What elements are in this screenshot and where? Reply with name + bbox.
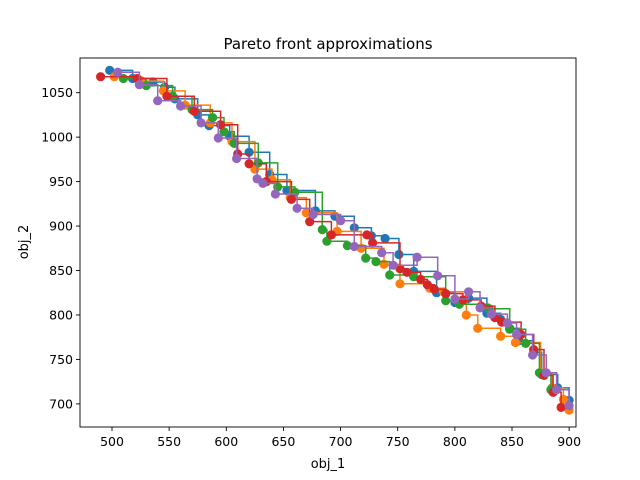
series-4-point-12 [362,230,372,240]
x-tick-label: 650 [271,434,295,449]
series-4-point-18 [429,284,439,294]
series-4-point-15 [402,267,412,277]
series-5-point-23 [502,318,512,328]
series-5-point-4 [176,101,186,111]
series-3-point-2 [141,81,151,91]
series-4-point-4 [189,106,199,116]
series-3-point-17 [409,272,419,282]
x-tick-label: 850 [500,434,524,449]
x-tick-label: 550 [157,434,181,449]
series-5-step-line [117,71,570,406]
y-tick-label: 1000 [41,130,73,145]
series-3-point-6 [219,127,229,137]
series-3-point-11 [317,225,327,235]
series-1-point-11 [282,185,292,196]
series-5-point-10 [270,189,280,199]
series-5-point-12 [308,209,318,220]
series-5-point-28 [564,401,574,411]
series-4-point-14 [395,264,405,274]
x-tick-label: 900 [557,434,581,449]
series-4-point-5 [216,120,226,130]
series-3-point-22 [521,338,531,348]
y-tick-label: 700 [49,396,73,411]
series-5-point-22 [486,309,496,319]
series-5-point-20 [464,287,474,297]
x-tick-label: 600 [214,434,238,449]
series-4-point-10 [305,217,315,227]
series-3 [118,73,556,395]
series-3-point-13 [342,241,352,251]
series-4-point-7 [244,159,254,169]
plot-area [96,65,574,415]
series-4-point-1 [96,72,106,82]
series-2-point-17 [461,310,471,320]
series-5-point-11 [292,203,302,213]
series-5-point-1 [113,67,123,77]
series-5-point-18 [433,271,443,281]
series-5-point-9 [258,178,268,188]
series-5-point-6 [213,133,223,143]
series-4-point-9 [286,194,296,204]
series-4-point-28 [556,402,566,412]
series-2 [109,72,574,415]
series-5-point-26 [541,368,551,378]
series-5-point-7 [232,153,242,164]
series-2-point-19 [496,331,506,341]
series-5 [113,67,574,411]
series-5-point-14 [349,241,359,252]
series-1-point-16 [380,233,390,244]
series-5-point-16 [388,260,398,270]
series-4-point-19 [441,289,451,299]
y-axis: 700 750 800 850 900 950 1000 1050 [41,85,80,411]
series-4-point-20 [458,295,468,305]
y-tick-label: 950 [49,174,73,189]
series-2-point-20 [510,337,520,348]
series-5-point-15 [377,248,387,258]
series-4-point-13 [368,238,378,248]
series-5-point-3 [153,96,163,106]
series-3-point-8 [253,158,263,168]
series-4-point-3 [162,91,172,101]
series-5-point-19 [450,294,460,304]
x-axis: 500 550 600 650 700 750 800 850 900 [100,427,581,449]
series-5-point-25 [528,350,538,360]
series-5-point-17 [412,252,422,262]
series-5-point-2 [134,80,144,90]
y-tick-label: 1050 [41,85,73,100]
series-5-point-5 [196,118,206,128]
chart-title: Pareto front approximations [223,35,432,53]
series-3-point-16 [385,270,395,280]
y-tick-label: 850 [49,263,73,278]
series-5-point-21 [475,303,485,313]
series-5-point-27 [552,385,562,395]
series-1-point-1 [105,65,115,75]
series-3-point-14 [361,253,371,263]
series-5-point-24 [511,329,522,340]
x-tick-label: 500 [100,434,124,449]
y-axis-label: obj_2 [17,225,32,260]
series-3-point-5 [208,113,218,123]
series-2-point-14 [395,279,405,289]
series-1-point-17 [394,249,404,260]
series-4-point-11 [326,230,336,240]
series-3-point-18 [441,296,451,306]
x-tick-label: 800 [443,434,467,449]
series-5-point-13 [336,216,346,226]
series-4-point-16 [416,274,426,284]
series-3-point-15 [371,257,381,267]
x-tick-label: 700 [329,434,353,449]
y-tick-label: 800 [49,307,73,322]
axes-frame [79,57,577,428]
y-tick-label: 750 [49,352,73,367]
series-2-point-18 [473,323,483,333]
x-axis-label: obj_1 [311,457,346,472]
x-tick-label: 750 [386,434,410,449]
series-4-point-17 [422,280,432,290]
series-2-step-line [114,75,570,411]
y-tick-label: 900 [49,219,73,234]
